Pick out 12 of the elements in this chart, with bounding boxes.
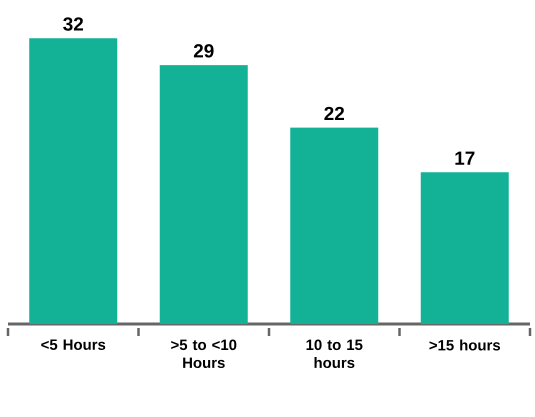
data-label: 17 bbox=[455, 152, 474, 165]
data-label: 32 bbox=[63, 17, 84, 31]
bar bbox=[290, 128, 378, 324]
data-label: 29 bbox=[194, 44, 214, 58]
data-label: 22 bbox=[324, 106, 344, 120]
x-tick-label: 10 to 15 hours bbox=[306, 340, 362, 368]
x-tick-label: >5 to <10 Hours bbox=[171, 340, 236, 368]
x-tick-label: <5 Hours bbox=[41, 340, 106, 350]
bar bbox=[420, 172, 509, 324]
bar bbox=[29, 38, 118, 324]
x-tick-label: >15 hours bbox=[429, 340, 500, 350]
bar bbox=[160, 65, 248, 324]
